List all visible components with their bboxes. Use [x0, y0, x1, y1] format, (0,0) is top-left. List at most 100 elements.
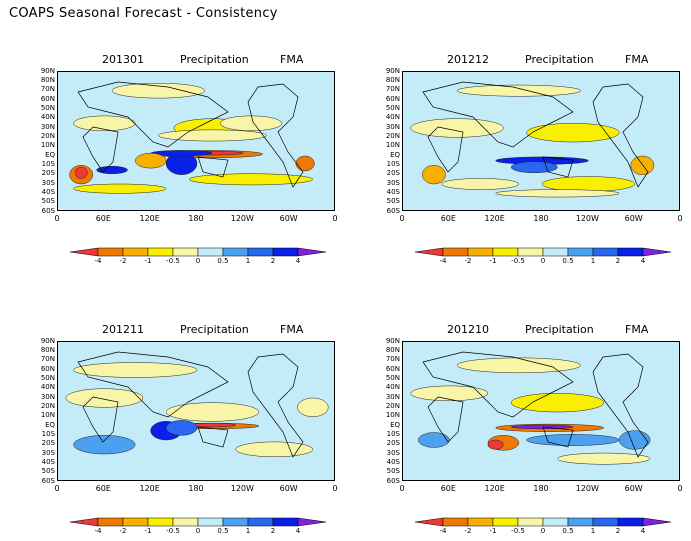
colorbar-label: 1: [590, 527, 596, 535]
panel-title-code: 201212: [447, 53, 489, 66]
panel-title-variable: Precipitation: [180, 53, 249, 66]
lat-label: 20N: [40, 401, 55, 410]
anomaly-region: [73, 115, 136, 132]
precipitation-map: [57, 341, 335, 481]
lat-label: 60S: [386, 206, 400, 215]
colorbar-label: -2: [119, 257, 127, 265]
anomaly-region: [526, 434, 620, 446]
lat-label: EQ: [45, 150, 55, 159]
lat-label: 50N: [40, 103, 55, 112]
colorbar-swatch: [567, 517, 594, 527]
lat-label: 80N: [385, 75, 400, 84]
coastline: [422, 81, 649, 188]
colorbar-swatch: [122, 517, 149, 527]
lat-label: 50N: [385, 103, 400, 112]
colorbar-label: -0.5: [166, 527, 180, 535]
lat-label: 60N: [40, 94, 55, 103]
colorbar-swatch: [97, 517, 124, 527]
anomaly-region: [441, 178, 520, 190]
map-panel: 201301 Precipitation FMA 90N 80N 70N 60N 50N 40N…: [0, 0, 345, 270]
colorbar-label: 4: [295, 257, 301, 265]
anomaly-region: [73, 362, 198, 378]
lat-label: 40N: [385, 113, 400, 122]
colorbar-label: -1: [489, 527, 497, 535]
colorbar-swatch: [592, 247, 619, 257]
anomaly-region: [111, 82, 205, 99]
lat-label: 40N: [40, 383, 55, 392]
colorbar-label: -2: [464, 257, 472, 265]
lat-label: 50S: [386, 467, 400, 476]
lat-label: 50N: [40, 373, 55, 382]
panel-title-season: FMA: [625, 323, 649, 336]
colorbar-label: 0.5: [562, 527, 574, 535]
colorbar-label: 0: [195, 257, 201, 265]
anomaly-region: [495, 189, 620, 198]
lat-label: 30S: [386, 178, 400, 187]
colorbar-swatch: [442, 517, 469, 527]
colorbar-label: 2: [270, 257, 276, 265]
lon-label: 60W: [624, 484, 643, 493]
lat-label: 70N: [385, 85, 400, 94]
colorbar-swatch: [97, 247, 124, 257]
lat-label: 50S: [41, 467, 55, 476]
colorbar-label: 0.5: [217, 527, 229, 535]
anomaly-region: [487, 439, 504, 450]
lon-label: 120W: [575, 214, 599, 223]
colorbar-label: -1: [144, 527, 152, 535]
anomaly-region: [510, 393, 605, 413]
anomaly-region: [630, 155, 655, 175]
lon-label: 0: [54, 484, 60, 493]
colorbar-label: -4: [94, 527, 102, 535]
anomaly-region: [618, 430, 651, 450]
colorbar-high-arrow: [642, 517, 671, 527]
lat-label: 20N: [40, 131, 55, 140]
lon-label: 60W: [624, 214, 643, 223]
lon-label: 60E: [95, 214, 111, 223]
lat-label: 30S: [386, 448, 400, 457]
colorbar-swatch: [172, 247, 199, 257]
lat-label: 40S: [386, 187, 400, 196]
colorbar-swatch: [197, 517, 224, 527]
lat-label: 20S: [386, 439, 400, 448]
anomaly-region: [295, 155, 315, 172]
colorbar-label: 0: [195, 527, 201, 535]
lat-label: 80N: [40, 345, 55, 354]
colorbar-high-arrow: [297, 517, 326, 527]
colorbar-low-arrow: [70, 517, 99, 527]
colorbar-swatch: [247, 247, 274, 257]
lat-label: 30N: [385, 122, 400, 131]
lat-label: 50S: [41, 197, 55, 206]
lat-label: 10N: [40, 141, 55, 150]
lat-label: 80N: [40, 75, 55, 84]
panel-title-variable: Precipitation: [180, 323, 249, 336]
colorbar-label: 0: [540, 257, 546, 265]
panel-title-season: FMA: [280, 323, 304, 336]
lat-label: 90N: [40, 66, 55, 75]
lon-label: 120W: [230, 484, 254, 493]
colorbar-swatch: [492, 247, 519, 257]
lat-label: 20S: [41, 169, 55, 178]
lat-label: 70N: [40, 355, 55, 364]
colorbar-label: 1: [245, 527, 251, 535]
anomaly-region: [134, 152, 167, 169]
lat-label: 90N: [385, 66, 400, 75]
lat-label: 20S: [386, 169, 400, 178]
colorbar-low-arrow: [70, 247, 99, 257]
colorbar-swatch: [492, 517, 519, 527]
colorbar-label: -4: [439, 527, 447, 535]
colorbar-low-arrow: [415, 517, 444, 527]
colorbar-label: 2: [615, 527, 621, 535]
colorbar-swatch: [442, 247, 469, 257]
lat-label: 60S: [41, 476, 55, 485]
lat-label: 30N: [40, 392, 55, 401]
colorbar-swatch: [272, 247, 299, 257]
lon-label: 60E: [440, 484, 456, 493]
lat-label: 40S: [41, 457, 55, 466]
lat-label: 20N: [385, 401, 400, 410]
colorbar-swatch: [467, 247, 494, 257]
map-panel: 201210 Precipitation FMA 90N 80N 70N 60N 50N 40N…: [345, 270, 690, 540]
colorbar-label: -4: [94, 257, 102, 265]
coastline: [77, 81, 304, 188]
lon-label: 0: [677, 484, 683, 493]
lat-label: 60S: [386, 476, 400, 485]
